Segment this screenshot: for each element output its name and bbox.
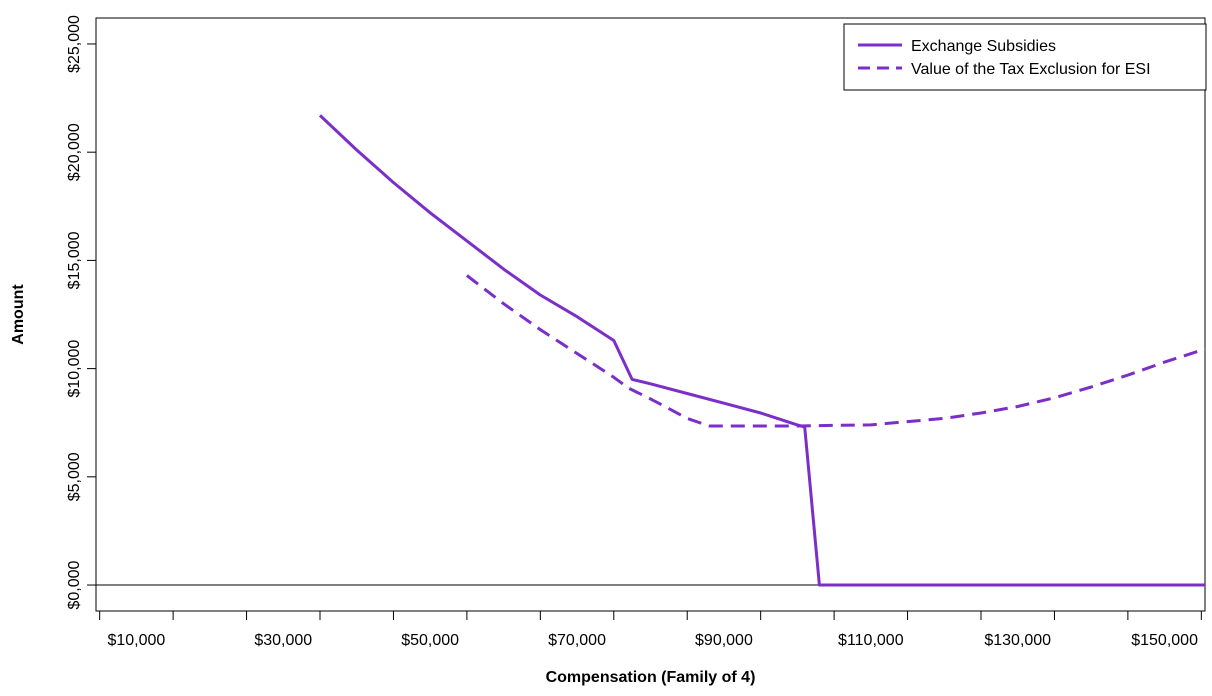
legend-label-1: Exchange Subsidies — [911, 38, 1056, 55]
y-tick-label: $0,000 — [66, 560, 83, 609]
y-tick-label: $20,000 — [66, 123, 83, 181]
y-axis: $0,000 $5,000 $10,000 $15,000 $20,000 $25,000 — [66, 15, 96, 609]
x-tick-label: $90,000 — [695, 632, 753, 649]
y-tick-label: $25,000 — [66, 15, 83, 73]
x-axis: $10,000 $30,000 $50,000 $70,000 $90,000 $110,… — [99, 611, 1202, 649]
y-axis-title: Amount — [10, 284, 27, 345]
legend: Exchange Subsidies Value of the Tax Exclu… — [843, 23, 1207, 91]
legend-label-2: Value of the Tax Exclusion for ESI — [911, 61, 1151, 78]
x-tick-label: $10,000 — [107, 632, 165, 649]
x-axis-title: Compensation (Family of 4) — [546, 669, 756, 686]
y-tick-label: $10,000 — [66, 340, 83, 398]
x-tick-label: $70,000 — [548, 632, 606, 649]
y-tick-label: $15,000 — [66, 231, 83, 289]
series-line-1 — [318, 114, 1205, 587]
x-tick-label: $150,000 — [1131, 632, 1198, 649]
plot-frame — [95, 17, 1206, 612]
x-tick-label: $130,000 — [984, 632, 1051, 649]
series-lines — [318, 114, 1206, 587]
series-line-2 — [465, 274, 1206, 428]
y-tick-label: $5,000 — [66, 452, 83, 501]
x-tick-label: $50,000 — [401, 632, 459, 649]
x-tick-label: $30,000 — [254, 632, 312, 649]
legend-box — [843, 23, 1207, 91]
x-tick-label: $110,000 — [838, 632, 904, 649]
plot-area — [95, 17, 1206, 612]
